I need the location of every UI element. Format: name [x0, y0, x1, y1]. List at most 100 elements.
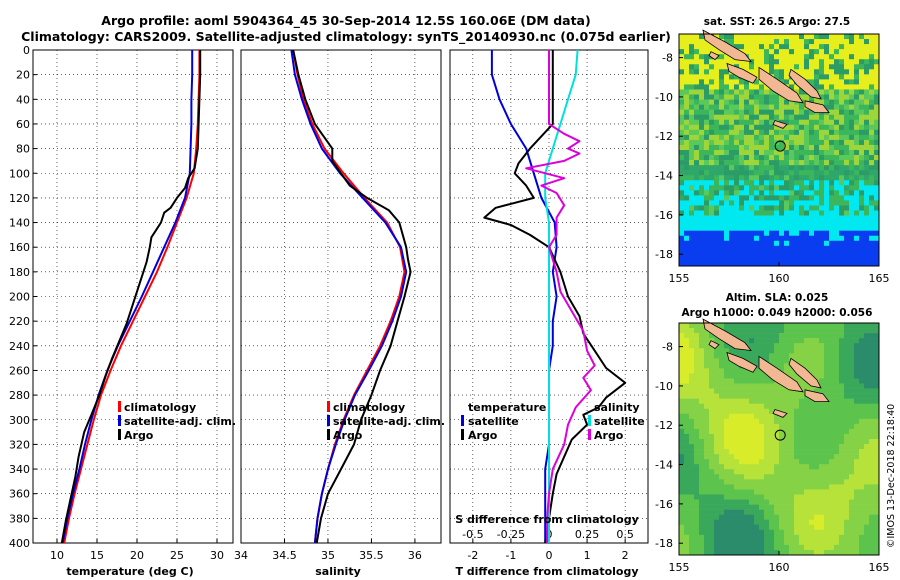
sst-map-cell	[794, 250, 800, 257]
sst-map-cell	[834, 180, 840, 186]
sla-map-cell	[824, 403, 830, 410]
sla-map-cell	[744, 514, 750, 520]
sla-map-cell	[869, 514, 875, 520]
sla-map-cell	[764, 469, 770, 475]
sla-map-cell	[739, 544, 745, 551]
sla-map-cell	[689, 524, 695, 531]
sst-map-cell	[874, 225, 880, 231]
sst-map-cell	[679, 170, 685, 176]
sla-map-cell	[859, 388, 865, 394]
sla-map-cell	[869, 524, 875, 531]
sst-map-cell	[774, 129, 780, 136]
sst-map-cell	[799, 104, 805, 110]
sla-map-cell	[734, 534, 740, 541]
sst-map-cell	[769, 54, 775, 60]
sla-map-cell	[699, 338, 705, 344]
sla-map-cell	[684, 459, 690, 465]
sla-map-cell	[739, 323, 745, 329]
sst-map-cell	[864, 79, 870, 85]
sla-map-cell	[794, 534, 800, 541]
sst-map-cell	[804, 170, 810, 176]
sst-map-cell	[684, 210, 690, 216]
sla-map-cell	[794, 474, 800, 480]
sla-map-cell	[694, 353, 700, 359]
sla-map-cell	[759, 433, 765, 440]
sla-map-cell	[809, 454, 815, 460]
sla-map-cell	[869, 529, 875, 536]
sst-map-cell	[864, 39, 870, 45]
sst-map-cell	[694, 155, 700, 161]
sst-map-cell	[679, 39, 685, 45]
sst-map-cell	[814, 255, 820, 262]
sst-map-cell	[714, 245, 720, 252]
sla-map-cell	[834, 544, 840, 551]
sla-map-cell	[834, 388, 840, 394]
sla-map-cell	[689, 368, 695, 374]
sla-map-cell	[844, 549, 850, 556]
sla-map-cell	[864, 444, 870, 450]
sst-map-cell	[854, 175, 860, 181]
sst-map-cell	[869, 185, 875, 191]
sla-map-cell	[814, 494, 820, 500]
sla-map-cell	[864, 489, 870, 495]
sst-map-cell	[804, 180, 810, 186]
sst-map-cell	[859, 54, 865, 60]
sst-map-cell	[814, 69, 820, 75]
sla-map-cell	[759, 403, 765, 410]
temperature-xtick-label: 30	[210, 549, 224, 562]
sla-map-cell	[774, 514, 780, 520]
sla-map-cell	[719, 544, 725, 551]
sst-map-cell	[809, 64, 815, 70]
sst-map-cell	[779, 160, 785, 166]
sla-map-cell	[854, 479, 860, 485]
sst-map-cell	[734, 44, 740, 50]
sla-map-cell	[779, 504, 785, 510]
sla-map-cell	[844, 519, 850, 526]
sla-map-cell	[734, 368, 740, 374]
sst-map-cell	[819, 235, 825, 242]
sst-map-cell	[834, 190, 840, 196]
sla-map-cell	[699, 363, 705, 369]
sst-map-cell	[789, 210, 795, 216]
sst-map-cell	[844, 114, 850, 121]
sst-map-cell	[869, 44, 875, 50]
sst-map-cell	[709, 89, 715, 95]
sla-map-cell	[739, 469, 745, 475]
sst-map-cell	[829, 114, 835, 121]
sst-map-cell	[684, 54, 690, 60]
sla-map-cell	[864, 333, 870, 339]
sla-map-cell	[839, 403, 845, 410]
sla-map-cell	[814, 358, 820, 364]
sst-map-cell	[834, 54, 840, 60]
sla-map-cell	[799, 398, 805, 404]
sla-map-cell	[679, 529, 685, 536]
sla-map-cell	[744, 373, 750, 379]
sla-map-cell	[864, 464, 870, 470]
sst-map-xtick-label: 155	[669, 272, 690, 285]
sla-map-cell	[724, 403, 730, 410]
sst-map-cell	[849, 185, 855, 191]
sla-map-cell	[679, 328, 685, 334]
sst-map-cell	[864, 220, 870, 226]
sla-map-cell	[804, 333, 810, 339]
sst-map-cell	[714, 84, 720, 90]
sst-map-cell	[809, 114, 815, 121]
sst-map-cell	[849, 39, 855, 45]
sst-map-cell	[804, 119, 810, 126]
sla-map-cell	[734, 519, 740, 526]
sla-map-cell	[854, 418, 860, 425]
sla-map-cell	[839, 408, 845, 415]
sst-map-cell	[719, 144, 725, 151]
sst-map-cell	[834, 124, 840, 131]
sla-map-cell	[844, 464, 850, 470]
sst-map-cell	[824, 185, 830, 191]
sla-map-cell	[759, 529, 765, 536]
sst-map-cell	[754, 139, 760, 146]
sst-map-cell	[709, 260, 715, 267]
sst-map-cell	[819, 150, 825, 156]
legend-swatch-satellite	[118, 415, 121, 426]
sla-map-cell	[779, 423, 785, 430]
sla-map-cell	[809, 469, 815, 475]
sst-map-cell	[714, 89, 720, 95]
sla-map-cell	[799, 378, 805, 384]
